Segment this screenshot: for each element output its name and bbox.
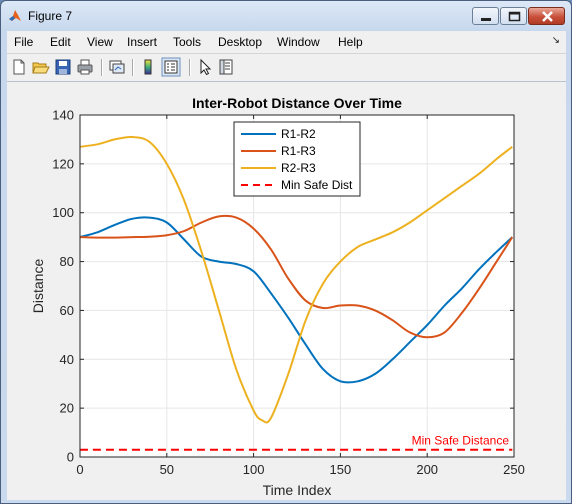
menu-edit[interactable]: Edit bbox=[50, 35, 71, 49]
close-icon bbox=[542, 11, 553, 22]
open-file-icon[interactable] bbox=[32, 58, 50, 76]
series-line-r1-r2 bbox=[79, 216, 513, 384]
close-button[interactable] bbox=[528, 7, 565, 25]
menu-desktop[interactable]: Desktop bbox=[218, 35, 263, 49]
title-bar[interactable]: Figure 7 bbox=[1, 1, 571, 31]
legend-label-r2-r3: R2-R3 bbox=[281, 161, 316, 175]
legend-label-min-safe-dist: Min Safe Dist bbox=[281, 178, 353, 192]
x-tick-label: 50 bbox=[160, 462, 174, 477]
menu-help[interactable]: Help bbox=[338, 35, 363, 49]
link-plot-icon[interactable] bbox=[108, 58, 126, 76]
series-layer bbox=[79, 135, 514, 451]
minimize-icon bbox=[481, 18, 491, 21]
series-line-r2-r3 bbox=[79, 135, 513, 424]
x-axis-label: Time Index bbox=[263, 482, 332, 498]
maximize-icon bbox=[508, 11, 521, 22]
menu-view[interactable]: View bbox=[87, 35, 113, 49]
x-tick-label: 250 bbox=[503, 462, 525, 477]
min-safe-distance-annotation: Min Safe Distance bbox=[412, 434, 510, 448]
y-tick-label: 120 bbox=[52, 156, 74, 171]
tick-marks bbox=[79, 114, 515, 458]
menu-bar: File Edit View Insert Tools Desktop Wind… bbox=[7, 31, 566, 53]
toolbar-separator bbox=[101, 59, 103, 76]
maximize-button[interactable] bbox=[500, 7, 527, 25]
axes-box bbox=[79, 114, 515, 458]
y-tick-label: 20 bbox=[60, 401, 74, 416]
print-icon[interactable] bbox=[76, 58, 94, 76]
menu-insert[interactable]: Insert bbox=[127, 35, 158, 49]
legend-label-r1-r3: R1-R3 bbox=[281, 144, 316, 158]
matlab-logo-icon bbox=[9, 10, 21, 21]
line-plot[interactable]: 0 50 100 150 200 250 0 20 40 60 80 100 120 140 Inter-… bbox=[7, 82, 566, 500]
save-icon[interactable] bbox=[54, 58, 72, 76]
menu-window[interactable]: Window bbox=[277, 35, 320, 49]
series-line-r1-r3 bbox=[79, 214, 514, 339]
legend-icon[interactable] bbox=[161, 57, 181, 77]
tick-labels: 0 50 100 150 200 250 0 20 40 60 80 100 120 140 bbox=[52, 108, 525, 478]
y-tick-label: 60 bbox=[60, 303, 74, 318]
y-tick-label: 40 bbox=[60, 352, 74, 367]
menu-file[interactable]: File bbox=[14, 35, 34, 49]
y-tick-label: 80 bbox=[60, 254, 74, 269]
y-tick-label: 100 bbox=[52, 205, 74, 220]
figure-toolbar bbox=[7, 53, 566, 82]
y-tick-label: 140 bbox=[52, 108, 74, 123]
minimize-button[interactable] bbox=[472, 7, 499, 25]
x-tick-label: 200 bbox=[416, 462, 438, 477]
x-tick-label: 100 bbox=[243, 462, 265, 477]
menu-tools[interactable]: Tools bbox=[173, 35, 202, 49]
window-title: Figure 7 bbox=[28, 9, 73, 23]
chart-title: Inter-Robot Distance Over Time bbox=[192, 95, 402, 111]
figure-canvas: 0 50 100 150 200 250 0 20 40 60 80 100 120 140 Inter-… bbox=[7, 82, 566, 500]
x-tick-label: 150 bbox=[330, 462, 352, 477]
toolbar-separator bbox=[189, 59, 191, 76]
y-tick-label: 0 bbox=[67, 450, 74, 465]
new-figure-icon[interactable] bbox=[10, 58, 28, 76]
pointer-icon[interactable] bbox=[196, 58, 214, 76]
colorbar-icon[interactable] bbox=[139, 58, 157, 76]
legend[interactable]: R1-R2 R1-R3 R2-R3 Min Safe Dist bbox=[233, 121, 361, 197]
toolbar-separator bbox=[132, 59, 134, 76]
property-inspector-icon[interactable] bbox=[217, 58, 235, 76]
legend-label-r1-r2: R1-R2 bbox=[281, 127, 316, 141]
y-axis-label: Distance bbox=[30, 259, 46, 314]
x-tick-label: 0 bbox=[76, 462, 83, 477]
dock-arrow-icon[interactable]: ↘ bbox=[551, 35, 560, 46]
